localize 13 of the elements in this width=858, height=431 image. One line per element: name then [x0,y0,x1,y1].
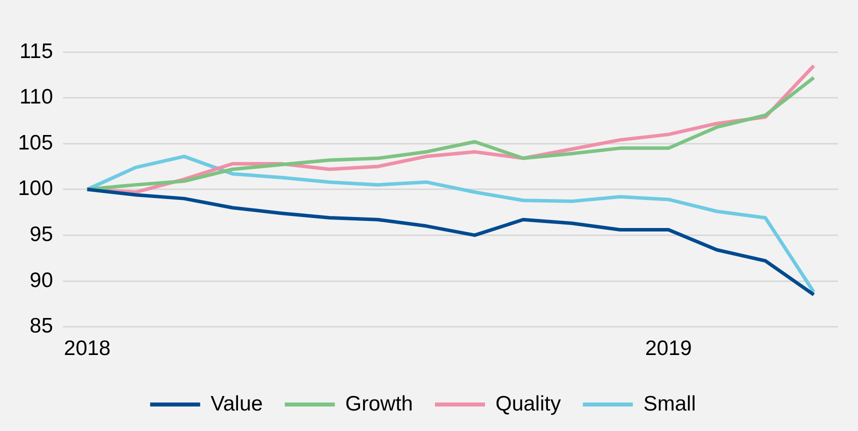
y-tick-label: 100 [18,177,54,200]
legend-label: Small [643,392,696,416]
y-tick-label: 105 [18,131,54,154]
y-tick-label: 110 [20,86,54,109]
y-tick-label: 95 [30,222,54,246]
legend-label: Value [210,392,263,416]
y-tick-label: 85 [30,314,54,338]
legend-label: Quality [495,392,562,416]
x-tick-label: 2018 [64,337,111,360]
legend-label: Growth [345,392,413,416]
y-tick-label: 90 [30,268,54,292]
y-tick-label: 115 [20,40,54,63]
x-tick-label: 2019 [645,337,692,360]
